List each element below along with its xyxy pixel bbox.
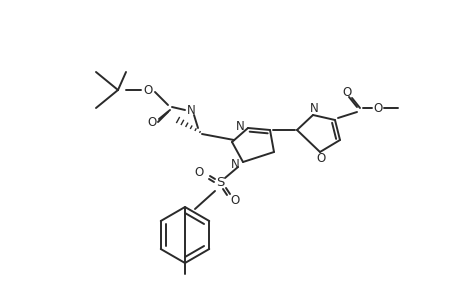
Text: O: O xyxy=(194,166,203,178)
Text: O: O xyxy=(143,83,152,97)
Text: N: N xyxy=(309,101,318,115)
Text: O: O xyxy=(147,116,156,128)
Text: O: O xyxy=(341,85,351,98)
Text: N: N xyxy=(186,103,195,116)
Text: N: N xyxy=(235,121,244,134)
Text: O: O xyxy=(316,152,325,166)
Text: S: S xyxy=(215,176,224,190)
Text: N: N xyxy=(230,158,239,170)
Text: O: O xyxy=(230,194,239,206)
Text: O: O xyxy=(373,101,382,115)
